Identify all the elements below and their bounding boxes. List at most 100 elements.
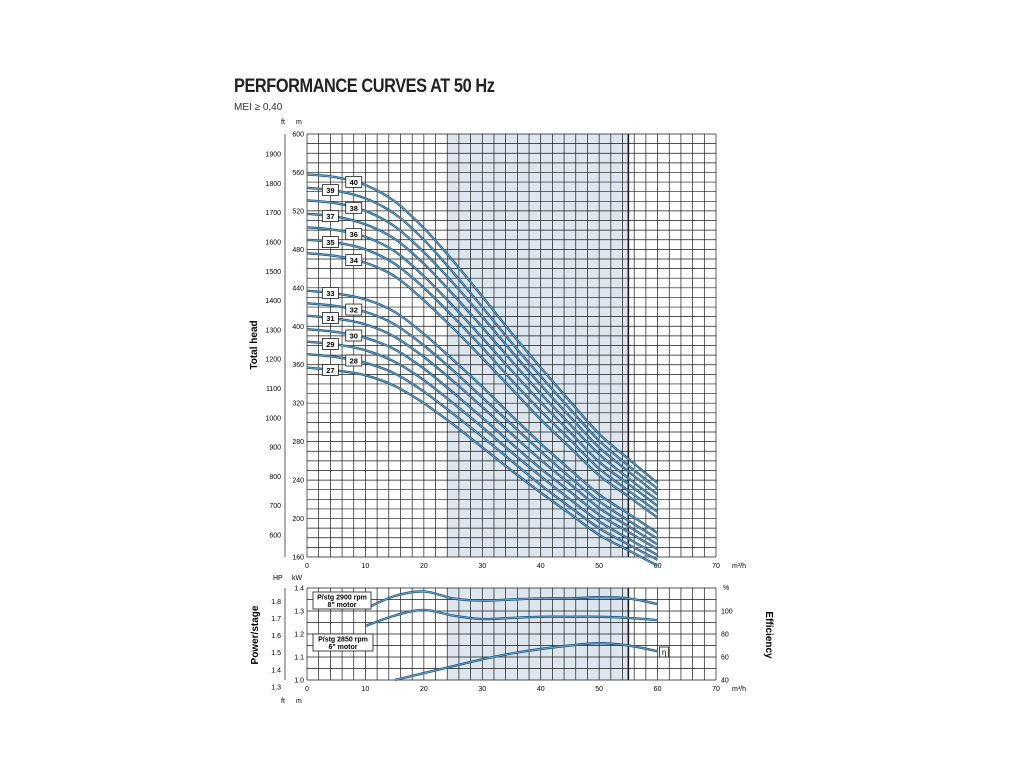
head-x-tick: 20 bbox=[420, 563, 428, 570]
chart-subtitle: MEI ≥ 0,40 bbox=[234, 102, 283, 113]
head-m-tick: 320 bbox=[292, 401, 304, 408]
power-curve-6in-highlight bbox=[365, 609, 658, 627]
bottom-ft-unit: ft bbox=[281, 698, 285, 705]
chart-title: PERFORMANCE CURVES AT 50 Hz bbox=[234, 76, 495, 97]
curve-label-28: 28 bbox=[350, 356, 358, 365]
curve-label-box-31 bbox=[321, 312, 339, 324]
power-x-tick: 70 bbox=[712, 686, 720, 693]
head-ft-tick: 1200 bbox=[265, 357, 281, 364]
curve-label-29: 29 bbox=[326, 340, 334, 349]
power-x-tick: 20 bbox=[420, 686, 428, 693]
head-m-tick: 480 bbox=[292, 247, 304, 254]
head-curve-highlight-29 bbox=[306, 341, 658, 556]
curve-label-31: 31 bbox=[326, 314, 334, 323]
curve-label-32: 32 bbox=[350, 306, 358, 315]
power-curve-8in-highlight bbox=[365, 591, 658, 610]
power-kw-tick: 1.1 bbox=[294, 655, 304, 662]
head-ft-tick: 1900 bbox=[265, 152, 281, 159]
head-curve-highlight-30 bbox=[306, 328, 658, 550]
head-m-tick: 440 bbox=[292, 285, 304, 292]
head-curve-highlight-39 bbox=[306, 187, 658, 489]
curve-label-box-32 bbox=[345, 303, 363, 316]
head-ft-tick: 1800 bbox=[265, 181, 281, 188]
efficiency-y-label: Efficiency bbox=[763, 611, 774, 659]
head-ft-tick: 1400 bbox=[265, 298, 281, 305]
power-hp-tick: 1.5 bbox=[271, 650, 281, 657]
head-ft-tick: 600 bbox=[269, 533, 281, 540]
head-m-tick: 560 bbox=[292, 170, 304, 177]
head-m-tick: 400 bbox=[292, 324, 304, 331]
bottom-m-unit: m bbox=[296, 698, 302, 705]
head-m-unit: m bbox=[296, 119, 302, 126]
head-x-tick: 40 bbox=[537, 563, 545, 570]
power-x-unit: m³/h bbox=[732, 686, 746, 693]
curve-label-box-33 bbox=[321, 287, 339, 299]
head-x-unit: m³/h bbox=[732, 563, 746, 570]
head-curve-highlight-32 bbox=[306, 302, 658, 539]
curve-label-37: 37 bbox=[326, 212, 334, 221]
head-ft-tick: 1300 bbox=[265, 327, 281, 334]
head-ft-tick: 1000 bbox=[265, 415, 281, 422]
curve-label-box-38 bbox=[345, 201, 363, 214]
curve-label-box-36 bbox=[345, 228, 363, 241]
head-m-tick: 200 bbox=[292, 516, 304, 523]
eff-tick: 60 bbox=[721, 655, 729, 662]
head-m-tick: 280 bbox=[292, 439, 304, 446]
power-kw-tick: 1.4 bbox=[294, 586, 304, 593]
head-ft-tick: 1600 bbox=[265, 239, 281, 246]
curve-label-box-30 bbox=[345, 329, 363, 342]
head-x-tick: 50 bbox=[595, 563, 603, 570]
curve-label-36: 36 bbox=[350, 230, 358, 239]
curve-label-33: 33 bbox=[326, 289, 334, 298]
annotation-2-line2: 6" motor bbox=[329, 644, 358, 651]
head-ft-tick: 800 bbox=[269, 474, 281, 481]
head-m-tick: 520 bbox=[292, 208, 304, 215]
power-x-tick: 50 bbox=[595, 686, 603, 693]
power-kw-unit: kW bbox=[292, 575, 303, 582]
head-m-tick: 240 bbox=[292, 478, 304, 485]
eta-marker: η bbox=[662, 648, 666, 657]
curve-label-27: 27 bbox=[326, 366, 334, 375]
curve-label-39: 39 bbox=[326, 186, 334, 195]
head-ft-tick: 1500 bbox=[265, 269, 281, 276]
power-hp-tick: 1.8 bbox=[271, 599, 281, 606]
power-x-tick: 30 bbox=[478, 686, 486, 693]
power-x-tick: 60 bbox=[654, 686, 662, 693]
curve-label-box-28 bbox=[345, 354, 363, 367]
curve-label-35: 35 bbox=[326, 238, 334, 247]
head-ft-tick: 900 bbox=[269, 445, 281, 452]
head-x-tick: 30 bbox=[478, 563, 486, 570]
power-hp-tick: 1.6 bbox=[271, 633, 281, 640]
power-kw-tick: 1.2 bbox=[294, 632, 304, 639]
head-m-tick: 160 bbox=[292, 555, 304, 562]
annotation-box-1 bbox=[312, 591, 372, 610]
head-curve-highlight-38 bbox=[306, 199, 658, 495]
curve-label-box-35 bbox=[321, 236, 339, 248]
head-curve-highlight-33 bbox=[306, 290, 658, 534]
power-x-tick: 10 bbox=[362, 686, 370, 693]
head-x-tick: 70 bbox=[712, 563, 720, 570]
head-x-tick: 10 bbox=[362, 563, 370, 570]
eff-tick: 100 bbox=[721, 609, 733, 616]
power-hp-tick: 1.7 bbox=[271, 616, 281, 623]
head-ft-tick: 700 bbox=[269, 503, 281, 510]
curve-label-box-37 bbox=[321, 210, 339, 223]
head-ft-tick: 1700 bbox=[265, 210, 281, 217]
head-m-tick: 360 bbox=[292, 362, 304, 369]
power-hp-unit: HP bbox=[273, 575, 283, 582]
eff-unit: % bbox=[723, 585, 729, 592]
head-curve-highlight-37 bbox=[306, 213, 658, 501]
power-y-label: Power/stage bbox=[250, 605, 261, 664]
head-curve-highlight-31 bbox=[306, 315, 658, 545]
power-hp-tick: 1.3 bbox=[271, 685, 281, 692]
head-curve-highlight-35 bbox=[306, 239, 658, 513]
head-m-tick: 600 bbox=[292, 132, 304, 139]
power-kw-tick: 1.0 bbox=[294, 678, 304, 685]
eff-tick: 40 bbox=[721, 678, 729, 685]
head-curve-highlight-28 bbox=[306, 353, 658, 561]
annotation-2-line1: P/stg 2850 rpm bbox=[318, 637, 368, 644]
head-ft-tick: 1100 bbox=[266, 386, 281, 393]
curve-label-30: 30 bbox=[350, 332, 358, 341]
head-curve-highlight-34 bbox=[306, 252, 658, 518]
